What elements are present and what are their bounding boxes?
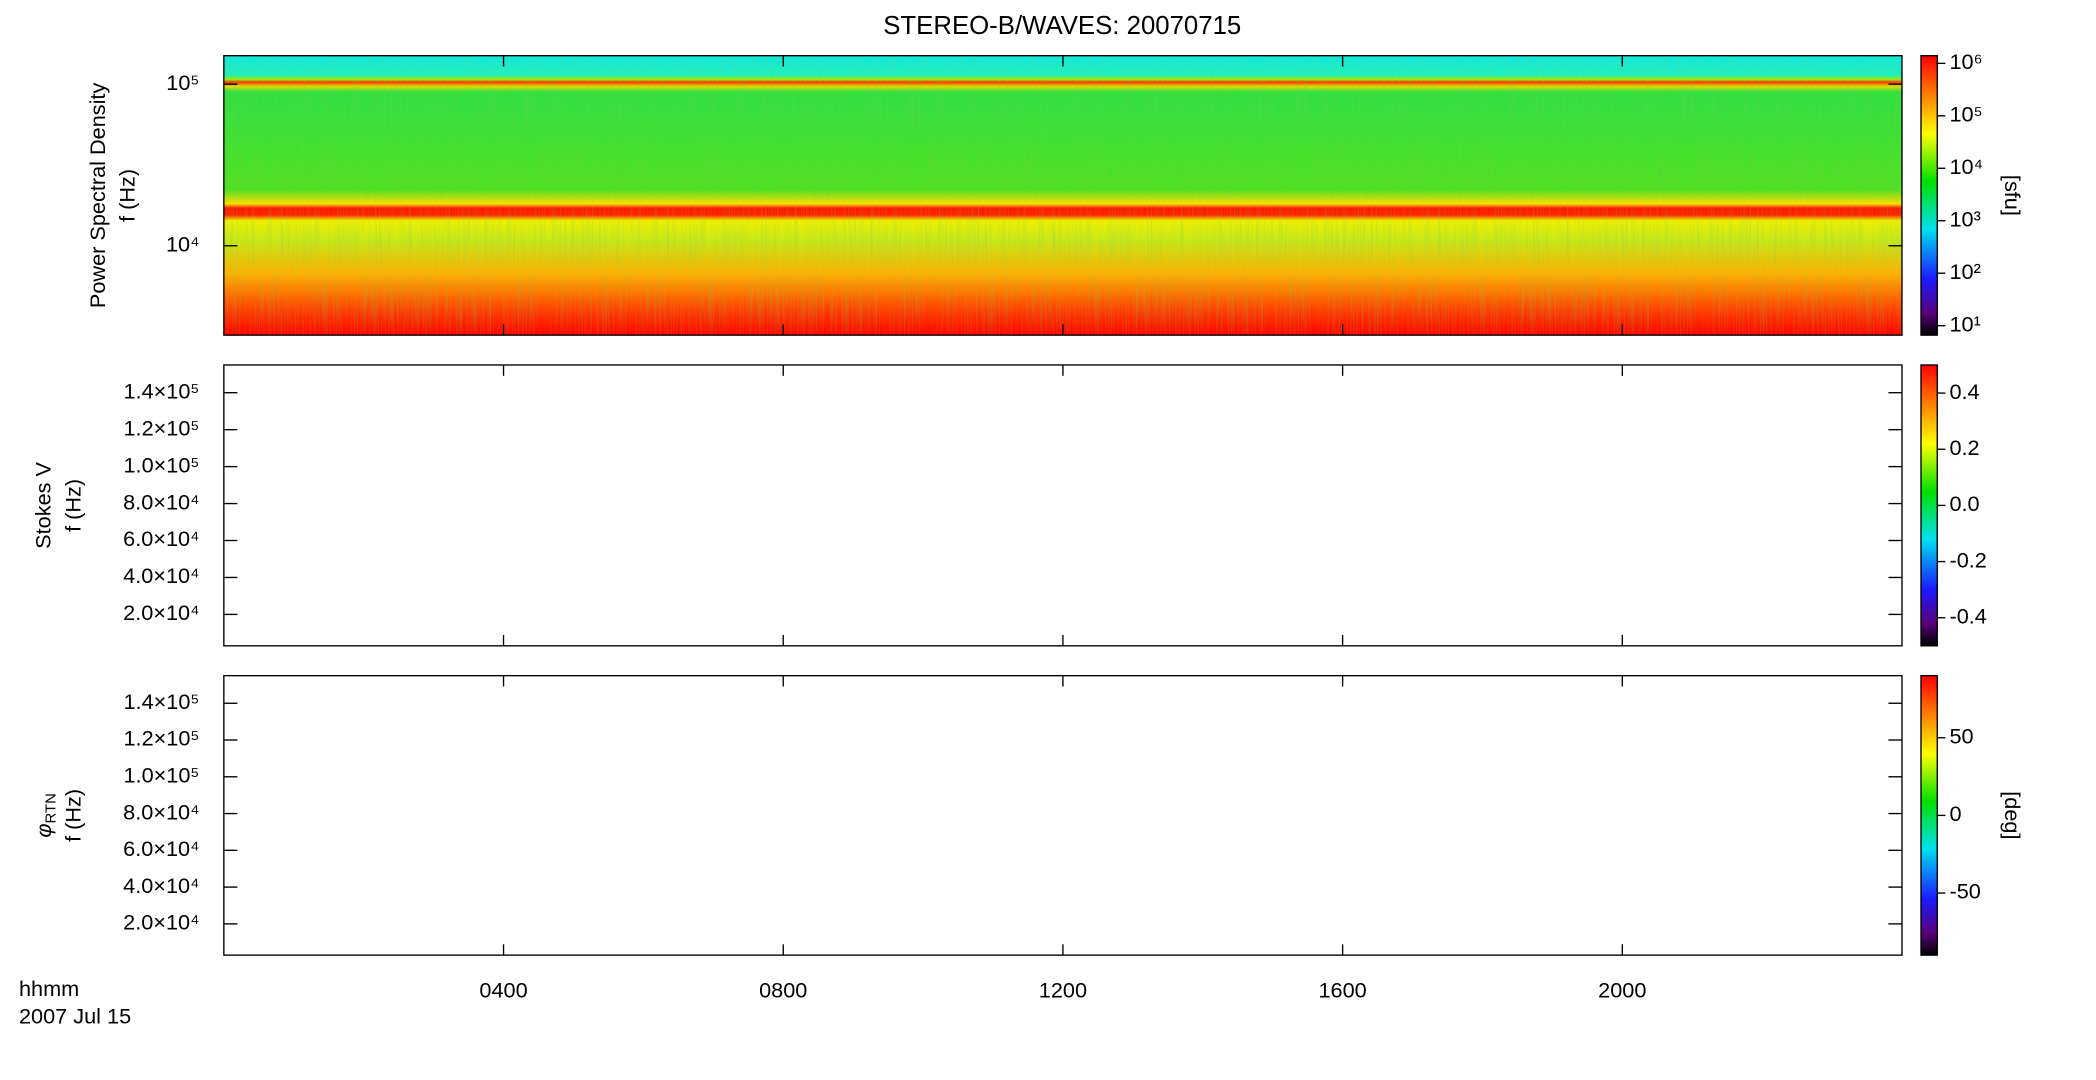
y-tick-label: 8.0×10⁴ <box>123 489 199 514</box>
y-tick-label: 6.0×10⁴ <box>123 526 199 551</box>
colorbar-tick-label: 10³ <box>1949 206 1980 231</box>
colorbar-tick-label: 10² <box>1949 259 1980 284</box>
x-axis-label: hhmm <box>19 976 79 1001</box>
colorbar-tick-label: -0.2 <box>1949 547 1986 572</box>
colorbar-tick-label: 10⁴ <box>1949 154 1982 179</box>
colorbar-tick-label: -0.4 <box>1949 603 1986 628</box>
colorbar-tick-label: 10¹ <box>1949 311 1980 336</box>
y-axis-subscript: RTN <box>42 793 59 823</box>
y-tick-label: 4.0×10⁴ <box>123 873 199 898</box>
date-label: 2007 Jul 15 <box>19 1003 131 1028</box>
y-tick-label: 1.0×10⁵ <box>123 763 199 788</box>
x-tick-label: 0400 <box>479 977 527 1002</box>
y-tick-label: 10⁵ <box>166 70 199 95</box>
colorbar-tick-label: -50 <box>1949 879 1980 904</box>
y-axis-unit: f (Hz) <box>60 789 85 842</box>
y-axis-symbol: φ <box>31 824 56 838</box>
spectrogram-texture <box>223 55 1903 336</box>
y-axis-label: Power Spectral Density <box>85 83 110 309</box>
x-tick-label: 0800 <box>759 977 807 1002</box>
colorbar-tick-label: 0.0 <box>1949 491 1979 516</box>
colorbar-tick-label: 0.2 <box>1949 435 1979 460</box>
y-tick-label: 2.0×10⁴ <box>123 600 199 625</box>
colorbar <box>1920 55 1938 336</box>
colorbar-tick-label: 10⁵ <box>1949 102 1982 127</box>
y-tick-label: 1.0×10⁵ <box>123 452 199 477</box>
y-axis-unit: f (Hz) <box>115 169 140 222</box>
y-tick-label: 6.0×10⁴ <box>123 836 199 861</box>
x-tick-label: 2000 <box>1598 977 1646 1002</box>
y-tick-label: 1.4×10⁵ <box>123 689 199 714</box>
colorbar <box>1920 364 1938 647</box>
y-tick-label: 1.4×10⁵ <box>123 378 199 403</box>
plot-frame <box>223 364 1903 647</box>
colorbar-label: [deg] <box>2000 791 2025 839</box>
x-tick-label: 1200 <box>1039 977 1087 1002</box>
y-axis-label: Stokes V <box>31 461 56 548</box>
y-tick-label: 4.0×10⁴ <box>123 563 199 588</box>
y-axis-unit: f (Hz) <box>60 479 85 532</box>
y-tick-label: 8.0×10⁴ <box>123 799 199 824</box>
y-tick-label: 10⁴ <box>166 232 199 257</box>
chart-title: STEREO-B/WAVES: 20070715 <box>883 12 1241 40</box>
y-tick-label: 1.2×10⁵ <box>123 726 199 751</box>
colorbar <box>1920 674 1938 956</box>
y-tick-label: 2.0×10⁴ <box>123 910 199 935</box>
colorbar-tick-label: 0 <box>1949 801 1961 826</box>
colorbar-tick-label: 0.4 <box>1949 379 1979 404</box>
colorbar-label: [sfu] <box>2000 175 2025 216</box>
colorbar-tick-label: 50 <box>1949 724 1973 749</box>
y-tick-label: 1.2×10⁵ <box>123 415 199 440</box>
y-axis-label: φRTN <box>31 793 60 838</box>
plot-frame <box>223 674 1903 956</box>
colorbar-tick-label: 10⁶ <box>1949 49 1982 74</box>
x-tick-label: 1600 <box>1318 977 1366 1002</box>
